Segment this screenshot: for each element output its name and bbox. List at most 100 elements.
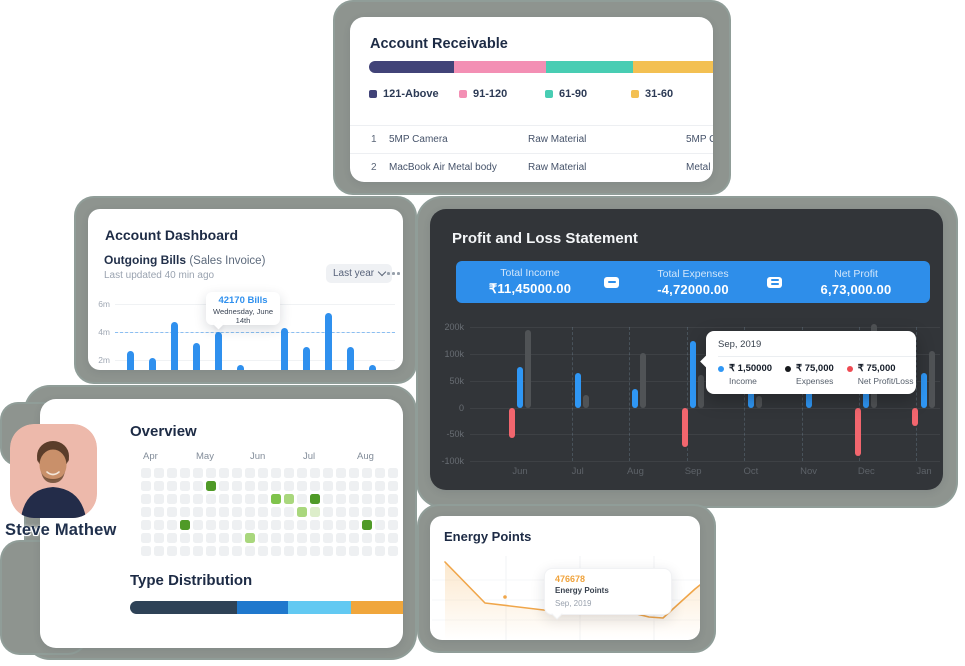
heatmap-cell[interactable] xyxy=(193,494,203,504)
chart-bar-income[interactable] xyxy=(920,373,927,408)
heatmap-cell[interactable] xyxy=(336,520,346,530)
heatmap-cell[interactable] xyxy=(193,481,203,491)
heatmap-cell[interactable] xyxy=(375,507,385,517)
heatmap-cell[interactable] xyxy=(193,546,203,556)
heatmap-cell[interactable] xyxy=(323,468,333,478)
heatmap-cell[interactable] xyxy=(297,507,307,517)
heatmap-cell[interactable] xyxy=(167,520,177,530)
heatmap-cell[interactable] xyxy=(388,494,398,504)
heatmap-cell[interactable] xyxy=(349,520,359,530)
heatmap-cell[interactable] xyxy=(284,507,294,517)
heatmap-cell[interactable] xyxy=(141,481,151,491)
heatmap-cell[interactable] xyxy=(375,481,385,491)
heatmap-cell[interactable] xyxy=(232,494,242,504)
heatmap-cell[interactable] xyxy=(232,507,242,517)
chart-bar-income[interactable] xyxy=(690,340,697,408)
heatmap-cell[interactable] xyxy=(245,494,255,504)
heatmap-cell[interactable] xyxy=(349,546,359,556)
heatmap-cell[interactable] xyxy=(245,533,255,543)
heatmap-cell[interactable] xyxy=(206,546,216,556)
heatmap-cell[interactable] xyxy=(167,494,177,504)
heatmap-cell[interactable] xyxy=(362,520,372,530)
heatmap-cell[interactable] xyxy=(258,481,268,491)
heatmap-cell[interactable] xyxy=(284,494,294,504)
heatmap-cell[interactable] xyxy=(388,468,398,478)
heatmap-cell[interactable] xyxy=(245,507,255,517)
heatmap-cell[interactable] xyxy=(297,481,307,491)
heatmap-cell[interactable] xyxy=(336,507,346,517)
heatmap-cell[interactable] xyxy=(141,533,151,543)
heatmap-cell[interactable] xyxy=(258,507,268,517)
heatmap-cell[interactable] xyxy=(388,546,398,556)
chart-bar-income[interactable] xyxy=(632,388,639,408)
heatmap-cell[interactable] xyxy=(271,546,281,556)
heatmap-cell[interactable] xyxy=(349,481,359,491)
heatmap-cell[interactable] xyxy=(258,533,268,543)
heatmap-cell[interactable] xyxy=(206,520,216,530)
heatmap-cell[interactable] xyxy=(284,533,294,543)
heatmap-cell[interactable] xyxy=(232,533,242,543)
heatmap-cell[interactable] xyxy=(388,507,398,517)
chart-bar-income[interactable] xyxy=(805,380,812,408)
heatmap-cell[interactable] xyxy=(219,468,229,478)
heatmap-cell[interactable] xyxy=(310,546,320,556)
heatmap-cell[interactable] xyxy=(219,507,229,517)
heatmap-cell[interactable] xyxy=(375,468,385,478)
heatmap-cell[interactable] xyxy=(154,494,164,504)
heatmap-cell[interactable] xyxy=(297,468,307,478)
heatmap-cell[interactable] xyxy=(167,507,177,517)
heatmap-cell[interactable] xyxy=(271,494,281,504)
chart-bar-income[interactable] xyxy=(517,367,523,408)
heatmap-cell[interactable] xyxy=(154,520,164,530)
heatmap-cell[interactable] xyxy=(310,520,320,530)
heatmap-cell[interactable] xyxy=(310,494,320,504)
heatmap-cell[interactable] xyxy=(141,546,151,556)
heatmap-cell[interactable] xyxy=(180,494,190,504)
chart-bar-expenses[interactable] xyxy=(698,375,705,408)
heatmap-cell[interactable] xyxy=(336,481,346,491)
chart-bar-expenses[interactable] xyxy=(755,395,762,408)
heatmap-cell[interactable] xyxy=(336,533,346,543)
heatmap-cell[interactable] xyxy=(180,507,190,517)
chart-bar[interactable] xyxy=(214,332,222,370)
chart-bar[interactable] xyxy=(170,322,178,370)
heatmap-cell[interactable] xyxy=(375,494,385,504)
chart-bar-net[interactable] xyxy=(681,408,688,448)
heatmap-cell[interactable] xyxy=(323,533,333,543)
heatmap-cell[interactable] xyxy=(219,533,229,543)
heatmap-cell[interactable] xyxy=(271,533,281,543)
heatmap-cell[interactable] xyxy=(284,520,294,530)
heatmap-cell[interactable] xyxy=(206,494,216,504)
heatmap-cell[interactable] xyxy=(271,481,281,491)
heatmap-cell[interactable] xyxy=(375,533,385,543)
chart-bar[interactable] xyxy=(324,312,332,370)
heatmap-cell[interactable] xyxy=(362,546,372,556)
heatmap-cell[interactable] xyxy=(336,494,346,504)
heatmap-cell[interactable] xyxy=(154,481,164,491)
heatmap-cell[interactable] xyxy=(245,481,255,491)
heatmap-cell[interactable] xyxy=(323,481,333,491)
heatmap-cell[interactable] xyxy=(258,468,268,478)
heatmap-cell[interactable] xyxy=(310,533,320,543)
heatmap-cell[interactable] xyxy=(141,507,151,517)
heatmap-cell[interactable] xyxy=(271,468,281,478)
heatmap-cell[interactable] xyxy=(349,533,359,543)
heatmap-cell[interactable] xyxy=(180,468,190,478)
heatmap-cell[interactable] xyxy=(258,520,268,530)
heatmap-cell[interactable] xyxy=(232,468,242,478)
heatmap-cell[interactable] xyxy=(206,507,216,517)
heatmap-cell[interactable] xyxy=(245,546,255,556)
heatmap-cell[interactable] xyxy=(284,468,294,478)
heatmap-cell[interactable] xyxy=(219,546,229,556)
heatmap-cell[interactable] xyxy=(336,546,346,556)
heatmap-cell[interactable] xyxy=(180,533,190,543)
heatmap-cell[interactable] xyxy=(167,468,177,478)
heatmap-cell[interactable] xyxy=(167,546,177,556)
heatmap-cell[interactable] xyxy=(193,533,203,543)
more-menu-icon[interactable] xyxy=(387,272,400,275)
heatmap-cell[interactable] xyxy=(245,468,255,478)
heatmap-cell[interactable] xyxy=(297,546,307,556)
heatmap-cell[interactable] xyxy=(219,520,229,530)
table-row[interactable]: 2 MacBook Air Metal body Raw Material Metal… xyxy=(350,154,713,182)
heatmap-cell[interactable] xyxy=(349,468,359,478)
